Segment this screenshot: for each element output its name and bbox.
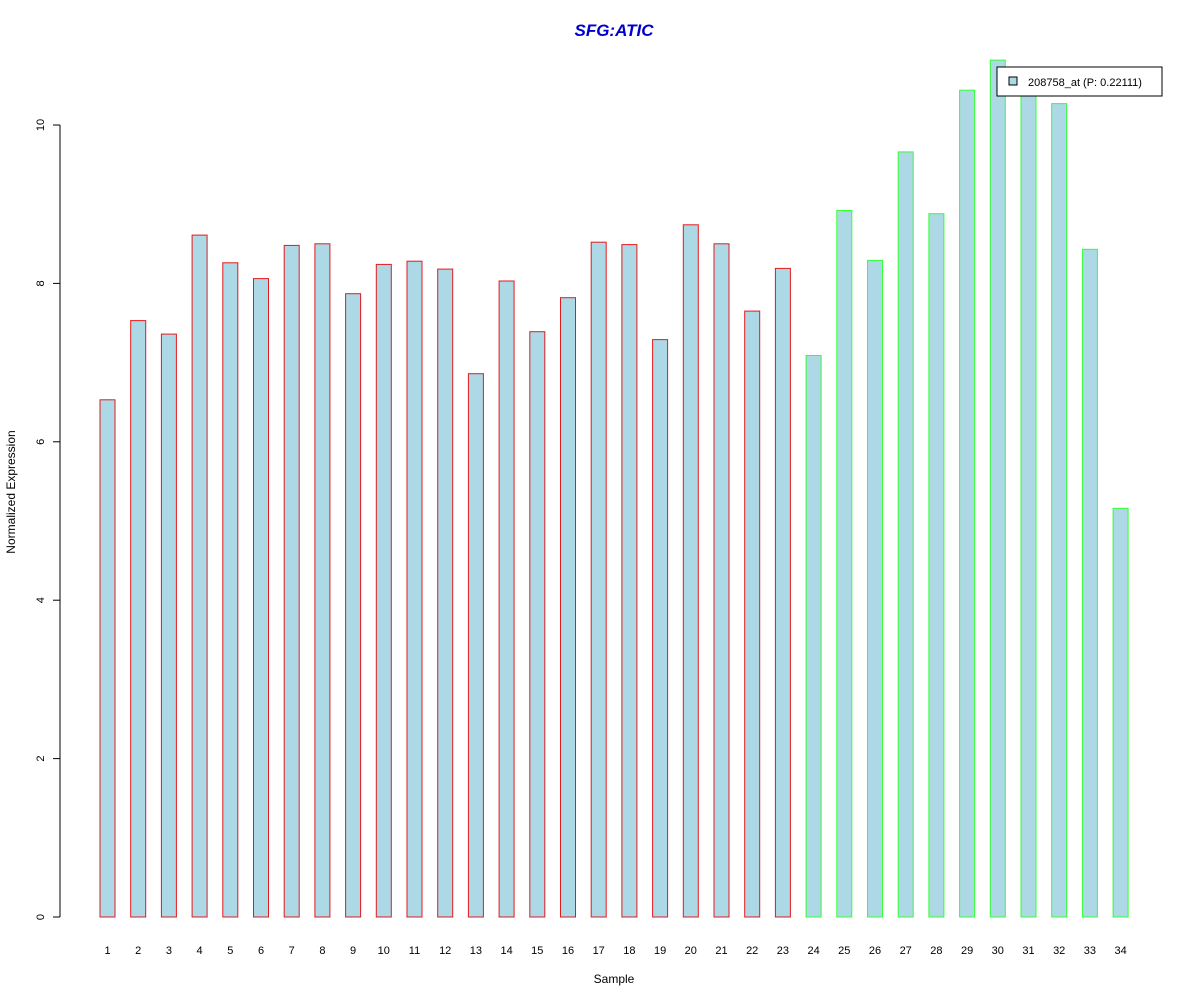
bar-sample-4 bbox=[191, 234, 208, 918]
y-tick-label: 0 bbox=[35, 914, 47, 920]
bar-sample-29 bbox=[959, 89, 976, 918]
x-tick-label: 11 bbox=[409, 945, 420, 957]
bar-sample-9 bbox=[345, 293, 362, 918]
x-tick-label: 16 bbox=[562, 945, 574, 957]
x-tick-label: 29 bbox=[961, 945, 973, 957]
bar-sample-17 bbox=[590, 241, 607, 918]
y-tick-label: 6 bbox=[35, 439, 47, 445]
bar-sample-32 bbox=[1051, 103, 1068, 918]
chart-title: SFG:ATIC bbox=[574, 21, 654, 40]
bar-sample-18 bbox=[621, 244, 638, 918]
x-tick-label: 2 bbox=[135, 945, 141, 957]
bar-sample-25 bbox=[836, 210, 853, 918]
x-tick-label: 14 bbox=[500, 945, 512, 957]
x-tick-label: 17 bbox=[593, 945, 605, 957]
x-tick-label: 10 bbox=[378, 945, 390, 957]
x-tick-label: 27 bbox=[900, 945, 912, 957]
bar-sample-20 bbox=[682, 224, 699, 918]
x-tick-label: 15 bbox=[531, 945, 543, 957]
x-tick-label: 5 bbox=[227, 945, 233, 957]
x-tick-label: 24 bbox=[807, 945, 819, 957]
x-tick-label: 1 bbox=[104, 945, 110, 957]
x-axis-label: Sample bbox=[594, 972, 635, 986]
legend: 208758_at (P: 0.22111) bbox=[996, 66, 1163, 97]
bar-sample-30 bbox=[989, 59, 1006, 918]
bar-sample-8 bbox=[314, 243, 331, 918]
legend-label: 208758_at (P: 0.22111) bbox=[1028, 77, 1142, 89]
x-tick-label: 25 bbox=[838, 945, 850, 957]
bar-sample-28 bbox=[928, 213, 945, 918]
x-tick-label: 12 bbox=[439, 945, 451, 957]
legend-box bbox=[996, 66, 1163, 97]
x-tick-label: 18 bbox=[623, 945, 635, 957]
bar-sample-21 bbox=[713, 243, 730, 918]
bar-sample-33 bbox=[1081, 248, 1098, 918]
x-tick-label: 22 bbox=[746, 945, 758, 957]
legend-swatch bbox=[1008, 76, 1018, 86]
y-axis-label: Normalized Expression bbox=[4, 430, 18, 553]
bar-sample-22 bbox=[744, 310, 761, 918]
x-tick-label: 28 bbox=[930, 945, 942, 957]
x-tick-label: 6 bbox=[258, 945, 264, 957]
bar-sample-12 bbox=[437, 268, 454, 918]
bar-sample-23 bbox=[774, 267, 791, 918]
bar-sample-19 bbox=[652, 339, 669, 918]
bar-sample-26 bbox=[867, 259, 883, 918]
x-tick-label: 21 bbox=[715, 945, 727, 957]
x-tick-label: 7 bbox=[289, 945, 295, 957]
bar-sample-10 bbox=[375, 263, 392, 918]
x-tick-label: 32 bbox=[1053, 945, 1065, 957]
x-tick-label: 20 bbox=[685, 945, 697, 957]
y-tick-label: 8 bbox=[35, 280, 47, 286]
bar-sample-24 bbox=[805, 355, 822, 918]
bar-sample-15 bbox=[529, 331, 546, 918]
bar-sample-11 bbox=[406, 260, 423, 918]
bar-sample-27 bbox=[897, 151, 914, 918]
x-tick-label: 30 bbox=[992, 945, 1004, 957]
bar-sample-5 bbox=[222, 262, 239, 918]
bar-sample-34 bbox=[1112, 507, 1129, 918]
x-tick-label: 19 bbox=[654, 945, 666, 957]
x-tick-label: 8 bbox=[319, 945, 325, 957]
x-tick-label: 33 bbox=[1084, 945, 1096, 957]
y-tick-label: 2 bbox=[35, 756, 47, 762]
bar-sample-6 bbox=[253, 278, 269, 918]
x-tick-label: 9 bbox=[350, 945, 356, 957]
x-tick-label: 23 bbox=[777, 945, 789, 957]
bar-sample-2 bbox=[130, 320, 147, 918]
bar-sample-3 bbox=[160, 333, 177, 918]
bars-group bbox=[99, 59, 1129, 918]
x-tick-label: 34 bbox=[1114, 945, 1126, 957]
x-tick-label: 4 bbox=[197, 945, 203, 957]
y-tick-label: 4 bbox=[35, 597, 47, 603]
bar-sample-14 bbox=[498, 280, 515, 918]
x-tick-label: 31 bbox=[1022, 945, 1034, 957]
x-tick-label: 3 bbox=[166, 945, 172, 957]
bar-sample-7 bbox=[283, 244, 300, 918]
y-axis: 0 2 4 6 8 10 bbox=[35, 119, 61, 920]
x-tick-label: 13 bbox=[470, 945, 482, 957]
bar-sample-13 bbox=[467, 373, 484, 918]
y-tick-label: 10 bbox=[35, 119, 47, 131]
bar-sample-16 bbox=[560, 297, 576, 918]
x-axis: 1 2 3 4 5 6 7 8 9 10 11 12 13 14 15 16 17 18 19 20 21 22 23 24 2… bbox=[104, 945, 1126, 957]
x-tick-label: 26 bbox=[869, 945, 881, 957]
bar-sample-31 bbox=[1020, 91, 1037, 918]
bar-sample-1 bbox=[99, 399, 116, 918]
